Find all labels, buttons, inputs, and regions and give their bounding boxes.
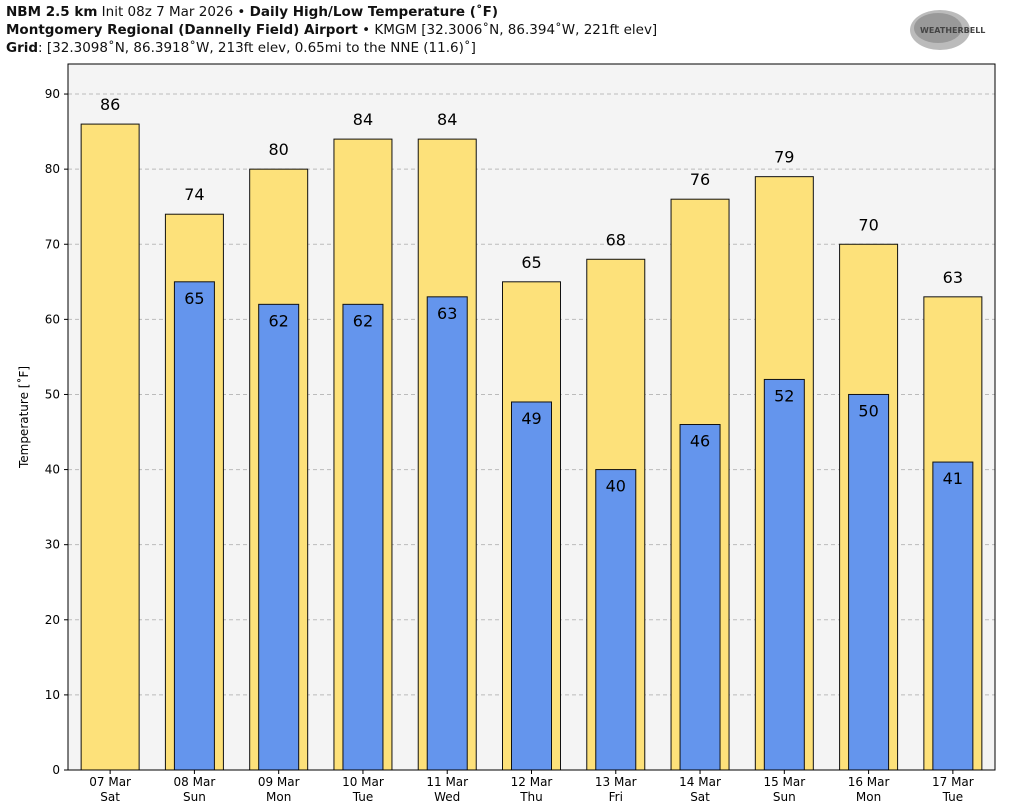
high-label: 65 [521, 253, 541, 272]
high-label: 68 [606, 230, 626, 249]
high-label: 80 [269, 140, 289, 159]
x-tick-label-date: 09 Mar [258, 775, 300, 789]
x-tick-label-day: Tue [942, 790, 964, 804]
low-bar [342, 303, 384, 771]
x-tick-label-day: Wed [434, 790, 460, 804]
x-tick-label-day: Fri [609, 790, 623, 804]
high-label: 76 [690, 170, 710, 189]
high-label: 84 [353, 110, 373, 129]
svg-text:WEATHERBELL: WEATHERBELL [920, 26, 985, 35]
x-tick-label-date: 16 Mar [848, 775, 890, 789]
high-bar [80, 123, 140, 771]
low-bar [173, 281, 215, 771]
low-bar [258, 303, 300, 771]
low-label: 63 [437, 304, 457, 323]
x-tick-label-date: 08 Mar [174, 775, 216, 789]
y-tick-label: 30 [45, 538, 60, 552]
low-label: 62 [269, 311, 289, 330]
high-label: 63 [943, 268, 963, 287]
title-line-2: Montgomery Regional (Dannelly Field) Air… [6, 22, 658, 38]
y-tick-label: 80 [45, 162, 60, 176]
x-tick-label-date: 11 Mar [426, 775, 468, 789]
y-tick-label: 0 [52, 763, 60, 777]
x-tick-label-date: 07 Mar [89, 775, 131, 789]
y-tick-label: 90 [45, 87, 60, 101]
plot-frame [67, 63, 996, 771]
low-bar [679, 424, 721, 771]
x-tick-label-day: Sun [183, 790, 206, 804]
x-tick-label-date: 12 Mar [511, 775, 553, 789]
low-label: 41 [943, 469, 963, 488]
y-tick-label: 20 [45, 613, 60, 627]
y-axis-label: Temperature [˚F] [16, 366, 31, 469]
x-tick-label-date: 10 Mar [342, 775, 384, 789]
low-bar [848, 393, 890, 771]
high-label: 70 [858, 215, 878, 234]
x-tick-label-date: 15 Mar [763, 775, 805, 789]
low-label: 46 [690, 432, 710, 451]
x-tick-label-date: 17 Mar [932, 775, 974, 789]
low-bar [932, 461, 974, 771]
low-label: 52 [774, 386, 794, 405]
low-bar [595, 469, 637, 771]
weatherbell-logo: WEATHERBELL [910, 10, 985, 50]
low-label: 62 [353, 311, 373, 330]
high-label: 79 [774, 148, 794, 167]
x-tick-label-day: Tue [352, 790, 374, 804]
x-tick-label-day: Sat [100, 790, 120, 804]
x-tick-label-day: Sun [773, 790, 796, 804]
low-bar [763, 378, 805, 771]
y-tick-label: 70 [45, 237, 60, 251]
title-line-3: Grid: [32.3098˚N, 86.3918˚W, 213ft elev,… [6, 40, 476, 56]
low-label: 40 [606, 477, 626, 496]
high-label: 74 [184, 185, 204, 204]
y-tick-label: 60 [45, 312, 60, 326]
y-tick-label: 50 [45, 387, 60, 401]
low-label: 50 [858, 401, 878, 420]
x-tick-label-day: Mon [266, 790, 291, 804]
low-label: 65 [184, 289, 204, 308]
x-tick-label-day: Mon [856, 790, 881, 804]
low-bar [426, 296, 468, 771]
low-bar [511, 401, 552, 771]
title-line-1: NBM 2.5 km Init 08z 7 Mar 2026 • Daily H… [6, 4, 499, 20]
high-label: 84 [437, 110, 457, 129]
high-label: 86 [100, 95, 120, 114]
low-label: 49 [521, 409, 541, 428]
x-tick-label-day: Sat [690, 790, 710, 804]
x-tick-label-day: Thu [519, 790, 543, 804]
x-tick-label-date: 14 Mar [679, 775, 721, 789]
y-tick-label: 10 [45, 688, 60, 702]
x-tick-label-date: 13 Mar [595, 775, 637, 789]
y-tick-label: 40 [45, 463, 60, 477]
